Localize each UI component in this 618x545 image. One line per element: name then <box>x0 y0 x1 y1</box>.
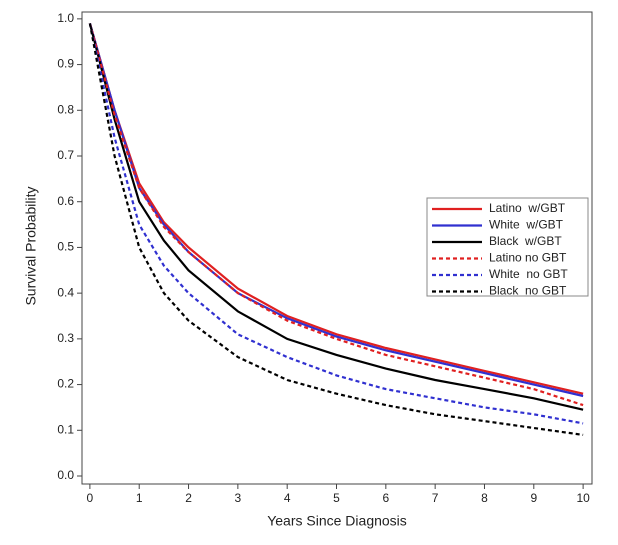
x-tick-label: 8 <box>481 491 488 505</box>
x-tick-label: 0 <box>87 491 94 505</box>
y-tick-label: 0.8 <box>57 102 74 116</box>
legend-label: Latino no GBT <box>489 251 567 265</box>
y-tick-label: 0.7 <box>57 148 74 162</box>
legend-label: Black w/GBT <box>489 234 562 248</box>
series-line <box>88 23 584 436</box>
y-tick-label: 0.9 <box>57 57 74 71</box>
y-tick-label: 0.3 <box>57 331 74 345</box>
y-tick-label: 0.1 <box>57 422 74 436</box>
legend-label: White no GBT <box>489 267 568 281</box>
x-tick-label: 9 <box>530 491 537 505</box>
y-tick-label: 1.0 <box>57 11 74 25</box>
series-line <box>88 23 584 407</box>
legend-label: White w/GBT <box>489 218 564 232</box>
legend-label: Black no GBT <box>489 284 567 298</box>
y-axis-label: Survival Probability <box>23 186 39 305</box>
x-tick-label: 3 <box>235 491 242 505</box>
x-tick-label: 7 <box>432 491 439 505</box>
x-tick-label: 6 <box>382 491 389 505</box>
y-tick-label: 0.0 <box>57 468 74 482</box>
series-line <box>88 23 584 395</box>
y-tick-label: 0.5 <box>57 240 74 254</box>
x-tick-label: 5 <box>333 491 340 505</box>
y-tick-label: 0.6 <box>57 194 74 208</box>
legend-label: Latino w/GBT <box>489 201 566 215</box>
legend-box <box>426 197 589 297</box>
y-tick-label: 0.2 <box>57 377 74 391</box>
x-tick-label: 1 <box>136 491 143 505</box>
x-tick-label: 10 <box>576 491 590 505</box>
series-line <box>88 23 584 411</box>
y-tick-label: 0.4 <box>57 285 74 299</box>
x-axis-label: Years Since Diagnosis <box>267 513 407 529</box>
x-tick-label: 4 <box>284 491 291 505</box>
x-tick-label: 2 <box>185 491 192 505</box>
